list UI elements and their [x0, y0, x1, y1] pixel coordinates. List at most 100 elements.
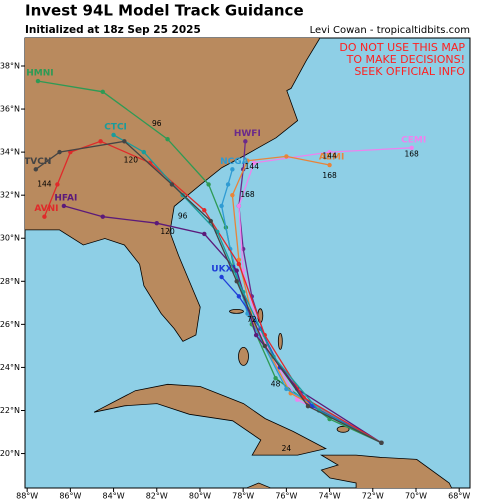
track-point — [208, 218, 213, 224]
hour-label: 24 — [282, 444, 292, 453]
x-tick-label: 78°W — [232, 492, 254, 500]
track-point — [33, 167, 39, 172]
track-point — [35, 78, 41, 84]
track-point — [225, 182, 231, 187]
track-name: CTCI — [104, 122, 127, 132]
track-point — [154, 220, 159, 226]
track-point — [206, 182, 211, 187]
x-tick-label: 82°W — [146, 492, 168, 500]
hour-label: 168 — [405, 149, 420, 158]
x-tick-label: 68°W — [448, 492, 470, 500]
y-tick-label: 20°N — [0, 449, 20, 458]
hour-label: 72 — [247, 315, 257, 324]
x-tick-label: 72°W — [362, 492, 384, 500]
hour-label: 48 — [271, 380, 281, 389]
hispaniola — [319, 454, 453, 488]
track-point — [236, 294, 242, 299]
track-point — [262, 343, 267, 349]
y-tick-label: 34°N — [0, 148, 20, 157]
track-name: CEMI — [401, 135, 426, 145]
andros — [238, 346, 249, 366]
x-tick-label: 80°W — [189, 492, 211, 500]
y-tick-label: 28°N — [0, 277, 20, 286]
title: Invest 94L Model Track Guidance — [25, 2, 304, 20]
track-point — [169, 182, 175, 187]
track-point — [245, 158, 250, 163]
track-point — [202, 208, 207, 213]
track-line — [231, 155, 382, 444]
track-point — [245, 311, 250, 316]
hour-label: 168 — [240, 190, 255, 199]
y-tick-label: 22°N — [0, 406, 20, 415]
track-point — [202, 231, 207, 237]
y-tick-label: 36°N — [0, 105, 20, 114]
track-point — [141, 149, 147, 155]
track-point — [61, 203, 67, 209]
cuba — [93, 383, 327, 456]
subtitle: Initialized at 18z Sep 25 2025 — [25, 24, 201, 36]
track-line — [43, 140, 382, 444]
track-point — [57, 149, 62, 155]
track-point — [273, 375, 278, 381]
us-land — [25, 38, 320, 342]
jamaica — [245, 482, 272, 488]
track-point — [234, 268, 239, 273]
track-point — [111, 132, 116, 138]
y-tick-label: 38°N — [0, 61, 20, 70]
track-point — [236, 203, 242, 209]
hour-label: 144 — [37, 179, 52, 188]
land-layer — [25, 38, 453, 488]
track-name: AEMI — [319, 153, 344, 163]
great-inagua — [336, 425, 350, 433]
track-point — [122, 139, 127, 144]
track-line — [221, 276, 382, 444]
track-name: TVCN — [24, 157, 51, 167]
credit: Levi Cowan - tropicaltidbits.com — [310, 25, 470, 36]
y-tick-label: 32°N — [0, 191, 20, 200]
y-tick-label: 30°N — [0, 234, 20, 243]
x-tick-label: 76°W — [275, 492, 297, 500]
track-point — [284, 386, 289, 392]
track-point — [253, 332, 259, 338]
track-point — [294, 397, 300, 402]
track-point — [55, 182, 60, 187]
hour-label: 96 — [152, 119, 162, 128]
track-name: HMNI — [26, 69, 53, 79]
warning: DO NOT USE THIS MAP — [339, 41, 465, 54]
track-point — [284, 154, 289, 159]
hour-label: 120 — [160, 227, 175, 236]
track-point — [230, 192, 235, 198]
track-point — [236, 261, 242, 267]
track-point — [409, 145, 414, 151]
hour-label: 144 — [322, 151, 337, 160]
track-point — [98, 139, 103, 144]
hour-label: 96 — [178, 212, 188, 221]
track-name: UKXI — [211, 264, 236, 274]
eleuthera — [277, 332, 283, 350]
track-point — [100, 89, 105, 95]
hour-label: 168 — [322, 171, 337, 180]
track-line — [113, 134, 382, 444]
track-point — [230, 167, 235, 172]
track-point — [379, 440, 384, 445]
y-tick-label: 26°N — [0, 320, 20, 329]
track-point — [236, 257, 242, 262]
warning: TO MAKE DECISIONS! — [346, 53, 465, 66]
track-point — [305, 403, 311, 409]
y-tick-label: 24°N — [0, 363, 20, 372]
track-line — [63, 205, 382, 444]
hour-label: 120 — [124, 156, 139, 165]
warning: SEEK OFFICIAL INFO — [354, 65, 465, 78]
grand-bahama — [229, 308, 244, 314]
track-name: AVNI — [34, 204, 58, 214]
hour-label: 144 — [245, 162, 260, 171]
x-tick-label: 88°W — [16, 492, 38, 500]
x-tick-label: 86°W — [59, 492, 81, 500]
track-point — [100, 214, 105, 219]
track-point — [219, 203, 224, 209]
track-point — [243, 139, 248, 144]
track-name: HFAI — [54, 193, 77, 203]
track-name: HWFI — [234, 129, 261, 139]
